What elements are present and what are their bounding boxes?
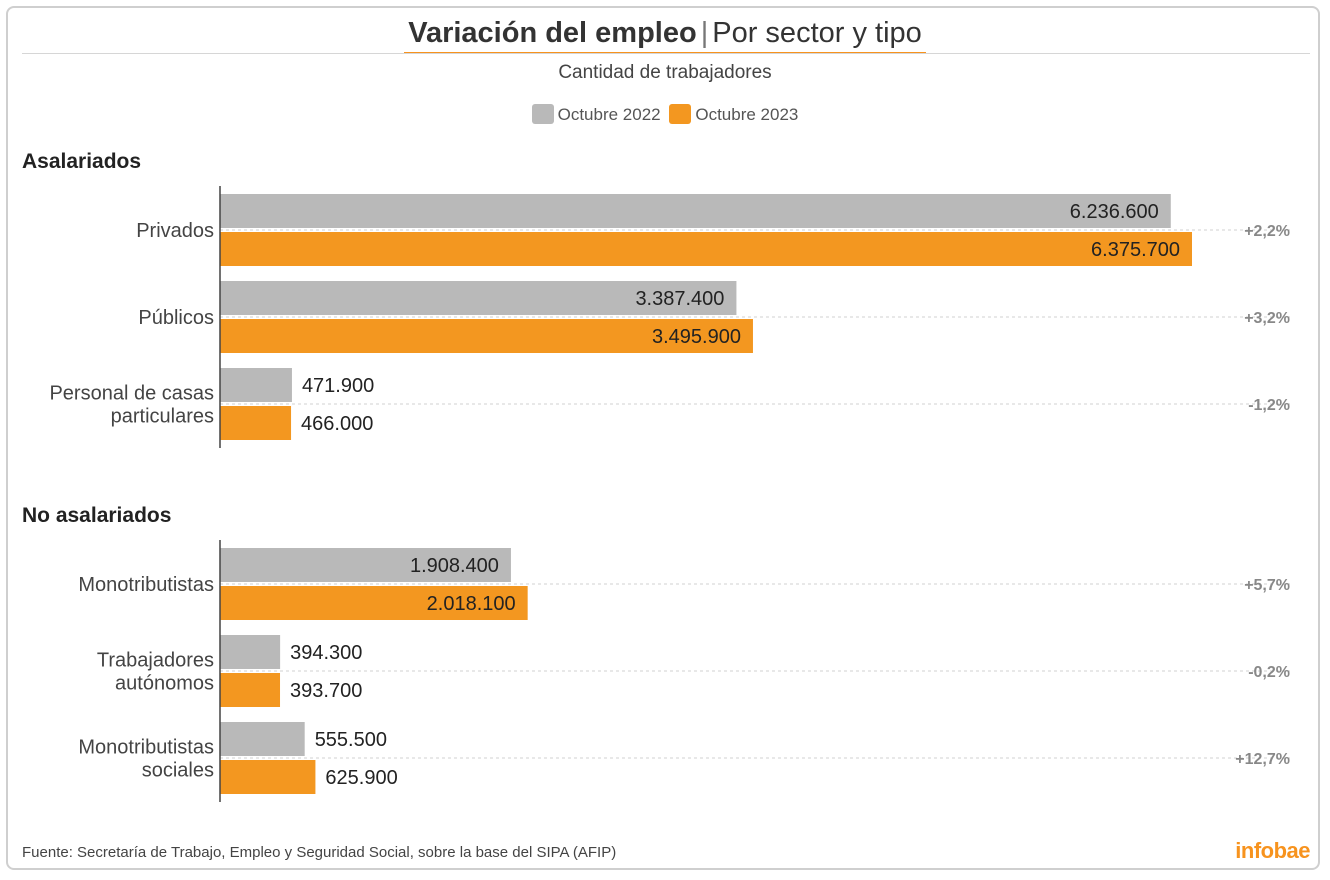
legend-item-2022: Octubre 2022 [531, 104, 661, 125]
category-label: sociales [142, 760, 214, 782]
bar [220, 635, 281, 669]
bar-value-label: 1.908.400 [410, 555, 499, 577]
title-secondary: Por sector y tipo [712, 17, 922, 49]
bar-value-label: 466.000 [301, 413, 373, 435]
category-label: Monotributistas [78, 574, 214, 596]
category-label: Personal de casas [49, 383, 214, 405]
chart-subtitle: Cantidad de trabajadores [558, 62, 772, 83]
bar [220, 319, 753, 353]
legend-label-2023: Octubre 2023 [695, 105, 799, 124]
brand-logo: infobae [1235, 838, 1310, 863]
bar-value-label: 393.700 [290, 680, 362, 702]
legend-label-2022: Octubre 2022 [557, 105, 661, 124]
bar [220, 722, 305, 756]
bar-value-label: 6.375.700 [1091, 239, 1180, 261]
legend: Octubre 2022 Octubre 2023 [0, 104, 1330, 125]
bar [220, 368, 292, 402]
change-label: -0,2% [1248, 664, 1290, 681]
change-label: -1,2% [1248, 397, 1290, 414]
bar [220, 406, 292, 440]
bar [220, 673, 281, 707]
legend-item-2023: Octubre 2023 [669, 104, 798, 125]
category-label: Trabajadores [97, 650, 214, 672]
bar-value-label: 625.900 [325, 767, 397, 789]
bar-value-label: 394.300 [290, 642, 362, 664]
source-note: Fuente: Secretaría de Trabajo, Empleo y … [22, 844, 617, 861]
legend-swatch-2023 [669, 104, 692, 124]
group-title: No asalariados [22, 504, 171, 527]
group-title: Asalariados [22, 150, 141, 173]
title-separator: | [700, 17, 709, 49]
change-label: +12,7% [1235, 751, 1290, 768]
legend-swatch-2022 [531, 104, 554, 124]
bar-value-label: 3.387.400 [635, 288, 724, 310]
change-label: +5,7% [1244, 577, 1290, 594]
bar-value-label: 2.018.100 [427, 593, 516, 615]
bar [220, 194, 1171, 228]
bar [220, 548, 511, 582]
bar [220, 281, 737, 315]
bar-value-label: 471.900 [302, 375, 374, 397]
bar [220, 586, 528, 620]
category-label: particulares [111, 406, 214, 428]
category-label: Públicos [138, 307, 214, 329]
category-label: autónomos [115, 673, 214, 695]
change-label: +2,2% [1244, 223, 1290, 240]
bar [220, 232, 1192, 266]
change-label: +3,2% [1244, 310, 1290, 327]
title-main: Variación del empleo [408, 17, 697, 49]
bar-value-label: 6.236.600 [1070, 201, 1159, 223]
bar-value-label: 555.500 [315, 729, 387, 751]
bar [220, 760, 316, 794]
title-divider [22, 53, 1310, 54]
bar-value-label: 3.495.900 [652, 326, 741, 348]
category-label: Monotributistas [78, 737, 214, 759]
category-label: Privados [136, 220, 214, 242]
